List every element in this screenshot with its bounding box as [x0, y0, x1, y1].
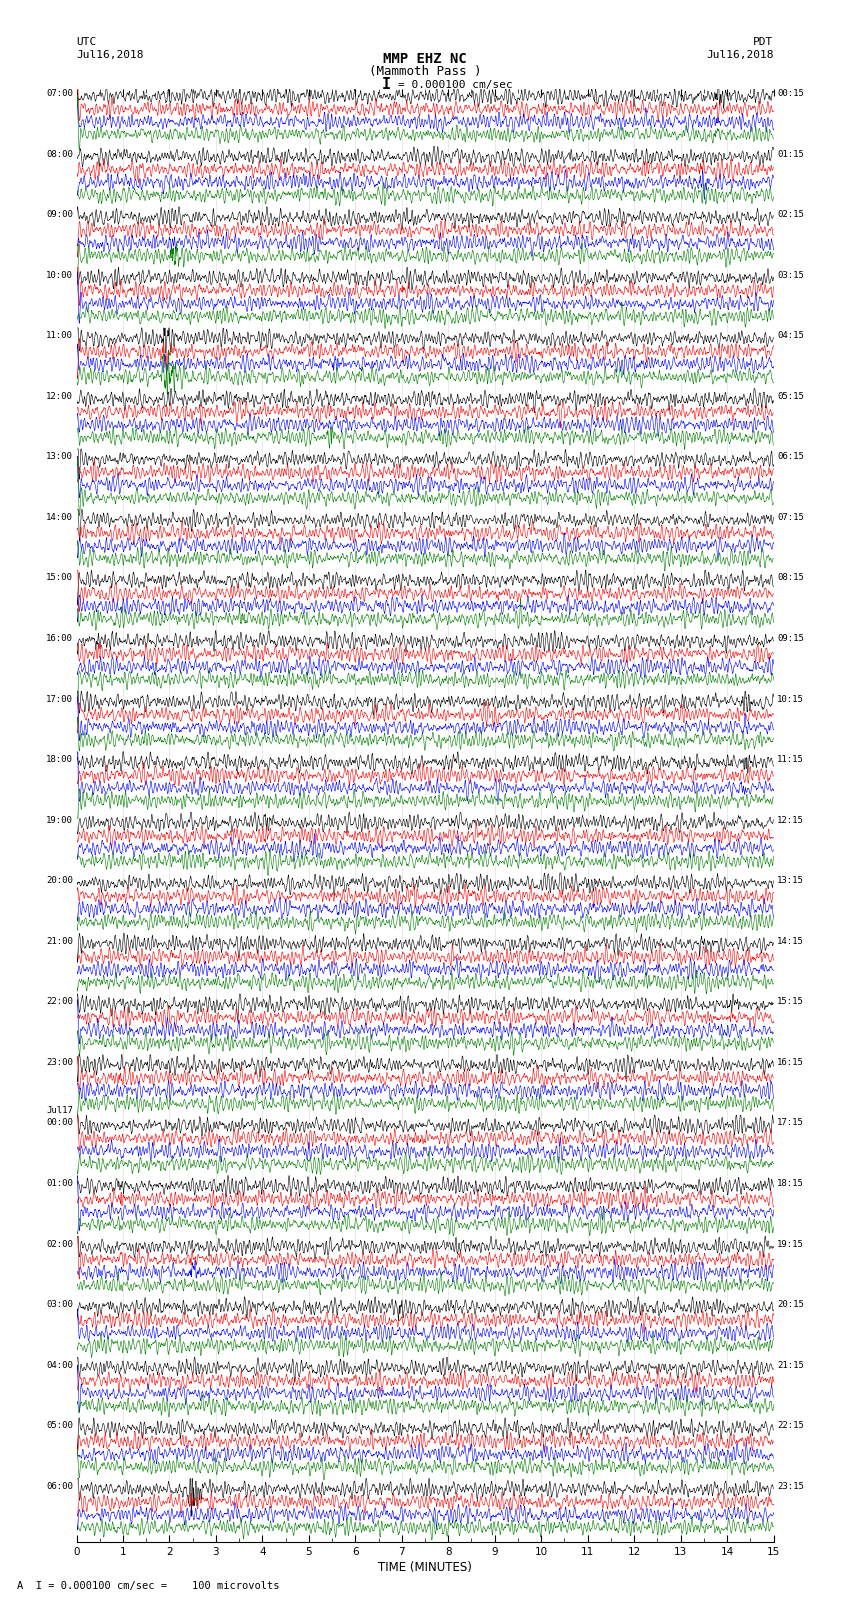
Text: 23:15: 23:15: [777, 1482, 804, 1490]
Text: 09:15: 09:15: [777, 634, 804, 644]
Text: 15:15: 15:15: [777, 997, 804, 1007]
Text: Jul16,2018: Jul16,2018: [706, 50, 774, 60]
Text: 20:00: 20:00: [46, 876, 73, 886]
Text: 04:00: 04:00: [46, 1361, 73, 1369]
Text: 11:15: 11:15: [777, 755, 804, 765]
Text: 04:15: 04:15: [777, 331, 804, 340]
Text: 20:15: 20:15: [777, 1300, 804, 1310]
Text: 03:00: 03:00: [46, 1300, 73, 1310]
Text: 15:00: 15:00: [46, 574, 73, 582]
Text: 10:15: 10:15: [777, 695, 804, 703]
Text: 19:00: 19:00: [46, 816, 73, 824]
Text: 13:15: 13:15: [777, 876, 804, 886]
Text: 00:15: 00:15: [777, 89, 804, 98]
Text: Jul17: Jul17: [46, 1107, 73, 1115]
Text: 14:00: 14:00: [46, 513, 73, 523]
Text: 19:15: 19:15: [777, 1240, 804, 1248]
Text: 01:00: 01:00: [46, 1179, 73, 1189]
Text: PDT: PDT: [753, 37, 774, 47]
Text: 14:15: 14:15: [777, 937, 804, 945]
Text: MMP EHZ NC: MMP EHZ NC: [383, 52, 467, 66]
Text: 17:00: 17:00: [46, 695, 73, 703]
Text: 09:00: 09:00: [46, 210, 73, 219]
Text: 10:00: 10:00: [46, 271, 73, 279]
Text: 01:15: 01:15: [777, 150, 804, 158]
Text: 18:15: 18:15: [777, 1179, 804, 1189]
Text: 12:00: 12:00: [46, 392, 73, 402]
Text: UTC: UTC: [76, 37, 97, 47]
Text: 23:00: 23:00: [46, 1058, 73, 1066]
Text: 00:00: 00:00: [46, 1118, 73, 1127]
Text: 11:00: 11:00: [46, 331, 73, 340]
Text: 21:00: 21:00: [46, 937, 73, 945]
Text: Jul16,2018: Jul16,2018: [76, 50, 144, 60]
Text: (Mammoth Pass ): (Mammoth Pass ): [369, 65, 481, 79]
Text: 02:00: 02:00: [46, 1240, 73, 1248]
Text: 21:15: 21:15: [777, 1361, 804, 1369]
Text: 05:15: 05:15: [777, 392, 804, 402]
Text: 03:15: 03:15: [777, 271, 804, 279]
Text: 06:15: 06:15: [777, 452, 804, 461]
Text: 22:00: 22:00: [46, 997, 73, 1007]
Text: 02:15: 02:15: [777, 210, 804, 219]
Text: = 0.000100 cm/sec: = 0.000100 cm/sec: [398, 79, 513, 90]
Text: 22:15: 22:15: [777, 1421, 804, 1431]
Text: 18:00: 18:00: [46, 755, 73, 765]
Text: 16:15: 16:15: [777, 1058, 804, 1066]
Text: 13:00: 13:00: [46, 452, 73, 461]
Text: 12:15: 12:15: [777, 816, 804, 824]
Text: 08:00: 08:00: [46, 150, 73, 158]
Text: A  I = 0.000100 cm/sec =    100 microvolts: A I = 0.000100 cm/sec = 100 microvolts: [17, 1581, 280, 1590]
Text: 17:15: 17:15: [777, 1118, 804, 1127]
Text: 16:00: 16:00: [46, 634, 73, 644]
Text: 07:00: 07:00: [46, 89, 73, 98]
Text: 06:00: 06:00: [46, 1482, 73, 1490]
Text: 05:00: 05:00: [46, 1421, 73, 1431]
Text: 07:15: 07:15: [777, 513, 804, 523]
X-axis label: TIME (MINUTES): TIME (MINUTES): [378, 1561, 472, 1574]
Text: 08:15: 08:15: [777, 574, 804, 582]
Text: I: I: [382, 77, 391, 92]
